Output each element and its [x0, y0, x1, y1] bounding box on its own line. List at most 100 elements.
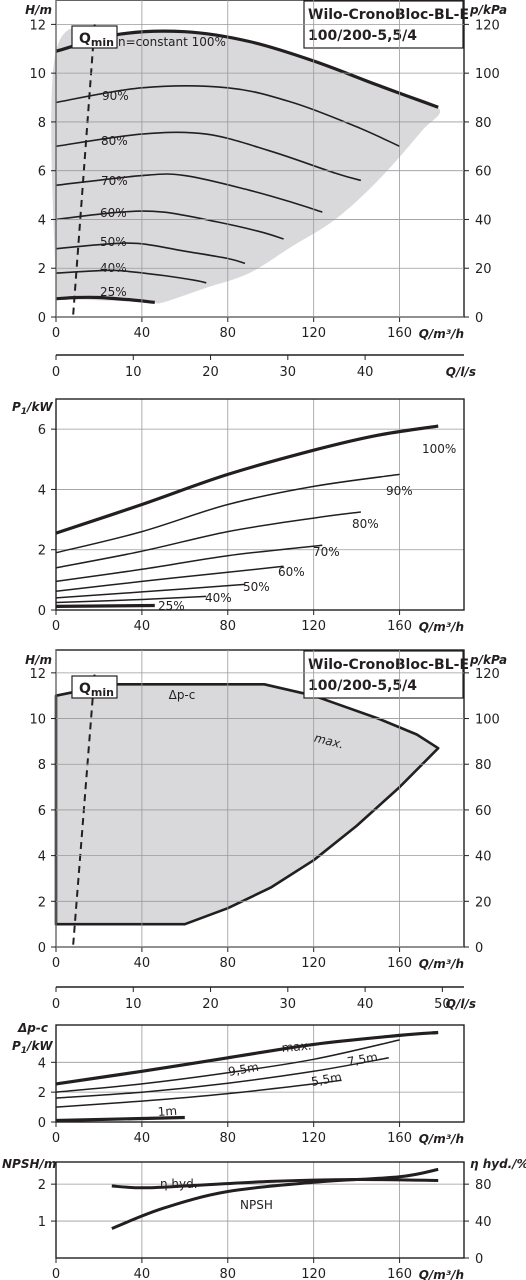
lps-axis-1: 0 10 20 30 40 Q/l/s [52, 354, 476, 380]
lps-axis-title: Q/l/s [446, 997, 476, 1011]
power-label-2: 80% [352, 517, 379, 531]
y-tick-label: 1 [38, 1215, 46, 1230]
y2-axis-title: p/kPa [469, 3, 507, 17]
y2-tick-label: 80 [475, 1178, 492, 1193]
chart-title-line-1: Wilo-CronoBloc-BL-E [308, 657, 469, 673]
dpc-curve-4 [55, 1115, 185, 1123]
dpc-label-2: 7,5m [346, 1050, 379, 1069]
curve-4 [55, 210, 284, 240]
y2-tick-label: 100 [475, 713, 500, 728]
y2-tick-label: 0 [475, 311, 483, 326]
x-tick-label: 160 [387, 619, 412, 634]
y-tick-label: 4 [38, 1056, 46, 1071]
y2-tick-label: 20 [475, 262, 492, 277]
curve-label-5: 50% [100, 235, 127, 249]
chart-title-line-1: Wilo-CronoBloc-BL-E [308, 7, 469, 23]
curve-label-7: 25% [100, 285, 127, 299]
qmin-subscript: min [91, 36, 114, 49]
x-tick-label: 40 [134, 1131, 151, 1146]
y-axis-unit: /kW [25, 1039, 53, 1053]
y2-axis-title: p/kPa [469, 653, 507, 667]
qmin-box [71, 25, 118, 49]
y2-tick-label: 60 [475, 165, 492, 180]
lps-tick-label: 0 [52, 365, 60, 380]
y2-tick-label: 40 [475, 213, 492, 228]
lps-tick-label: 40 [357, 365, 374, 380]
x-tick-label: 80 [220, 1131, 237, 1146]
plot-frame [55, 1024, 465, 1123]
power-curve-5 [55, 583, 246, 599]
x-tick-label: 120 [301, 956, 326, 971]
y-tick-label: 4 [38, 213, 46, 228]
y-axis-title: P1/kW [12, 1039, 53, 1056]
curve-6 [55, 269, 207, 284]
lps-tick-label: 20 [202, 997, 219, 1012]
y2-tick-label: 120 [475, 18, 500, 33]
power-label-4: 60% [278, 565, 305, 579]
y2-tick-label: 80 [475, 116, 492, 131]
y-tick-label: 12 [29, 18, 46, 33]
curve-5 [55, 242, 246, 265]
qmin-text: Qmin [79, 31, 114, 49]
lps-tick-label: 10 [125, 365, 142, 380]
operating-region [51, 26, 441, 304]
y-tick-label: 10 [29, 67, 46, 82]
y-tick-label: 8 [38, 116, 46, 131]
x-axis-title: Q/m³/h [419, 1268, 464, 1280]
y-tick-label: 8 [38, 758, 46, 773]
x-tick-label: 160 [387, 326, 412, 341]
power-curve-6 [55, 595, 207, 604]
curve-label-2: 80% [101, 134, 128, 148]
curve-1 [55, 85, 400, 148]
y-tick-label: 2 [38, 1086, 46, 1101]
chart-title-line-2: 100/200-5,5/4 [308, 678, 417, 694]
npsh-curve-1 [111, 1167, 439, 1230]
qmin-label: Qmin [71, 25, 118, 49]
y-tick-label: 0 [38, 1116, 46, 1131]
x-tick-label: 160 [387, 1131, 412, 1146]
power-label-1: 90% [386, 484, 413, 498]
x-tick-label: 0 [52, 1267, 60, 1280]
lps-tick-label: 10 [125, 997, 142, 1012]
power-label-6: 40% [205, 591, 232, 605]
chart-title-line-2: 100/200-5,5/4 [308, 28, 417, 44]
x-tick-label: 80 [220, 326, 237, 341]
power-curve-0 [55, 424, 439, 535]
y-tick-label: 10 [29, 713, 46, 728]
y2-tick-label: 80 [475, 758, 492, 773]
curve-2 [55, 131, 362, 182]
y-axis-subscript: 1 [21, 1046, 27, 1056]
lps-axis-4: 0 10 20 30 40 50Q/l/s [52, 986, 476, 1012]
x-tick-label: 40 [134, 956, 151, 971]
power-label-3: 70% [313, 545, 340, 559]
x-axis-title: Q/m³/h [419, 957, 464, 971]
x-tick-label: 40 [134, 326, 151, 341]
x-axis-title: Q/m³/h [419, 1132, 464, 1146]
y-axis-title-top: Δp-c [17, 1021, 48, 1035]
lps-axis-title: Q/l/s [446, 365, 476, 379]
dpc-curve-2 [55, 1057, 389, 1099]
y-tick-label: 2 [38, 1178, 46, 1193]
power-curve-4 [55, 565, 284, 593]
x-tick-label: 120 [301, 619, 326, 634]
control-region-fill [56, 684, 439, 925]
y-axis-title: H/m [25, 653, 52, 667]
y-tick-label: 6 [38, 165, 46, 180]
lps-tick-label: 0 [52, 997, 60, 1012]
x-tick-label: 0 [52, 956, 60, 971]
chart-3: Qmin Wilo-CronoBloc-BL-E 100/200-5,5/4 Q/m³… [25, 649, 507, 971]
power-label-7: 25% [158, 599, 185, 613]
curve-label-3: 70% [101, 174, 128, 188]
title-box-frame [303, 650, 464, 699]
dpc-curve-0 [55, 1030, 439, 1086]
y2-tick-label: 40 [475, 1215, 492, 1230]
dpc-curve-1 [55, 1039, 400, 1093]
lps-tick-label: 20 [202, 365, 219, 380]
y-tick-label: 0 [38, 941, 46, 956]
x-tick-label: 0 [52, 326, 60, 341]
dpc-label-1: 9,5m [227, 1060, 260, 1079]
